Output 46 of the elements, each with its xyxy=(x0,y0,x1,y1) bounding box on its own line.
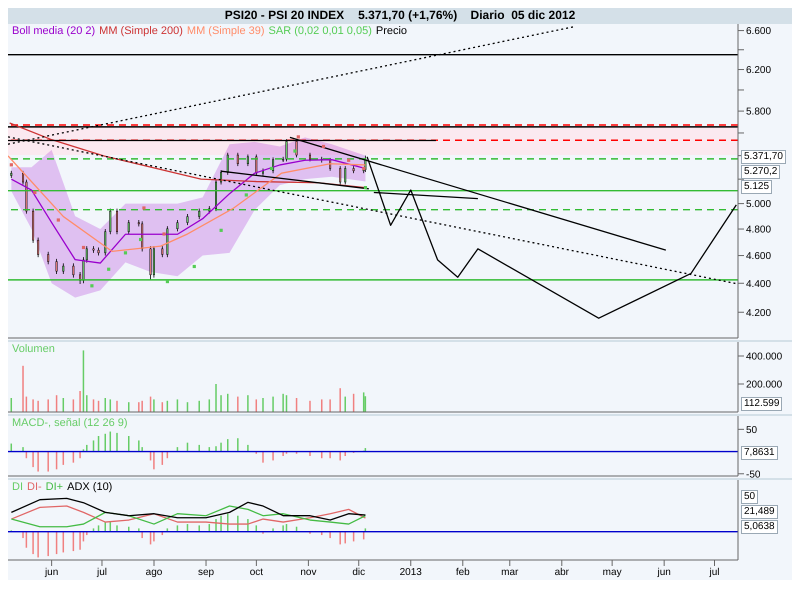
x-tick-label: jul xyxy=(708,567,720,578)
text: Boll media (20 2) xyxy=(12,25,96,37)
text: MM (Simple 200) xyxy=(99,25,183,37)
chart-title: PSI20 - PSI 20 INDEX xyxy=(224,8,344,22)
text: Precio xyxy=(376,25,408,37)
y-tick-label: 4.200 xyxy=(746,308,772,319)
x-tick-label: abr xyxy=(554,567,570,578)
text: SAR (0,02 0,01 0,05) xyxy=(268,25,372,37)
x-tick-label: oct xyxy=(250,567,264,578)
text: 5,0638 xyxy=(741,520,778,534)
y-tick-label: 4.400 xyxy=(746,278,772,290)
y-tick-label: 200.000 xyxy=(746,380,783,391)
text: 5.270,2 xyxy=(741,164,780,179)
series-label: Volumen xyxy=(12,343,55,355)
x-tick-label: dic xyxy=(352,567,366,578)
text: DI+ xyxy=(46,481,64,493)
text: MM (Simple 39) xyxy=(186,25,265,37)
x-tick-label: 2013 xyxy=(400,567,422,578)
series-label: ADX (10) xyxy=(67,481,112,493)
text: 21,489 xyxy=(741,504,778,519)
y-tick-label: 6.200 xyxy=(746,65,772,76)
y-tick-label: 5.800 xyxy=(746,106,772,118)
text: 112.599 xyxy=(741,396,782,411)
y-tick-label: 50 xyxy=(746,424,758,436)
y-tick-label: 5.000 xyxy=(746,199,772,210)
text: 7,8631 xyxy=(741,446,778,460)
x-tick-label: ago xyxy=(146,567,163,578)
text: 5.125 xyxy=(741,180,772,194)
text: DI xyxy=(12,481,23,493)
series-label: DI- xyxy=(27,481,42,493)
x-tick-label: mar xyxy=(501,567,520,578)
series-label: MACD-, señal (12 26 9) xyxy=(12,417,128,429)
x-tick-label: may xyxy=(602,567,622,578)
x-tick-label: jun xyxy=(44,567,58,578)
x-tick-label: nov xyxy=(300,567,316,578)
x-tick-label: jul xyxy=(96,567,107,578)
x-tick-label: sep xyxy=(198,567,215,578)
x-tick-label: jun xyxy=(656,567,671,578)
y-tick-label: 6.600 xyxy=(746,26,772,38)
y-tick-label: -50 xyxy=(746,469,761,480)
y-tick-label: 4.600 xyxy=(746,251,772,262)
text: 5.371,70 xyxy=(741,150,786,164)
y-tick-label: 400.000 xyxy=(746,352,783,363)
chart-subtitle: 5.371,70 (+1,76%) Diario 05 dic 2012 xyxy=(358,8,576,22)
x-tick-label: feb xyxy=(456,567,470,578)
y-tick-label: 4.800 xyxy=(746,224,772,236)
